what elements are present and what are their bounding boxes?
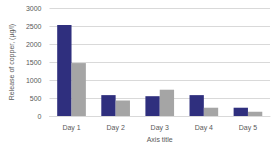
- svg-text:0: 0: [38, 113, 42, 120]
- svg-text:1000: 1000: [26, 77, 42, 84]
- svg-text:Day 5: Day 5: [239, 124, 257, 132]
- svg-text:Day 3: Day 3: [151, 124, 169, 132]
- svg-text:Day 4: Day 4: [195, 124, 213, 132]
- svg-text:1500: 1500: [26, 59, 42, 66]
- svg-text:Release of copper, (µg/l): Release of copper, (µg/l): [8, 24, 16, 100]
- svg-text:Day 2: Day 2: [106, 124, 124, 132]
- svg-text:2000: 2000: [26, 41, 42, 48]
- svg-text:Axis title: Axis title: [147, 136, 173, 143]
- svg-text:Day 1: Day 1: [62, 124, 80, 132]
- svg-text:2500: 2500: [26, 23, 42, 30]
- svg-text:500: 500: [30, 95, 42, 102]
- svg-text:3000: 3000: [26, 5, 42, 12]
